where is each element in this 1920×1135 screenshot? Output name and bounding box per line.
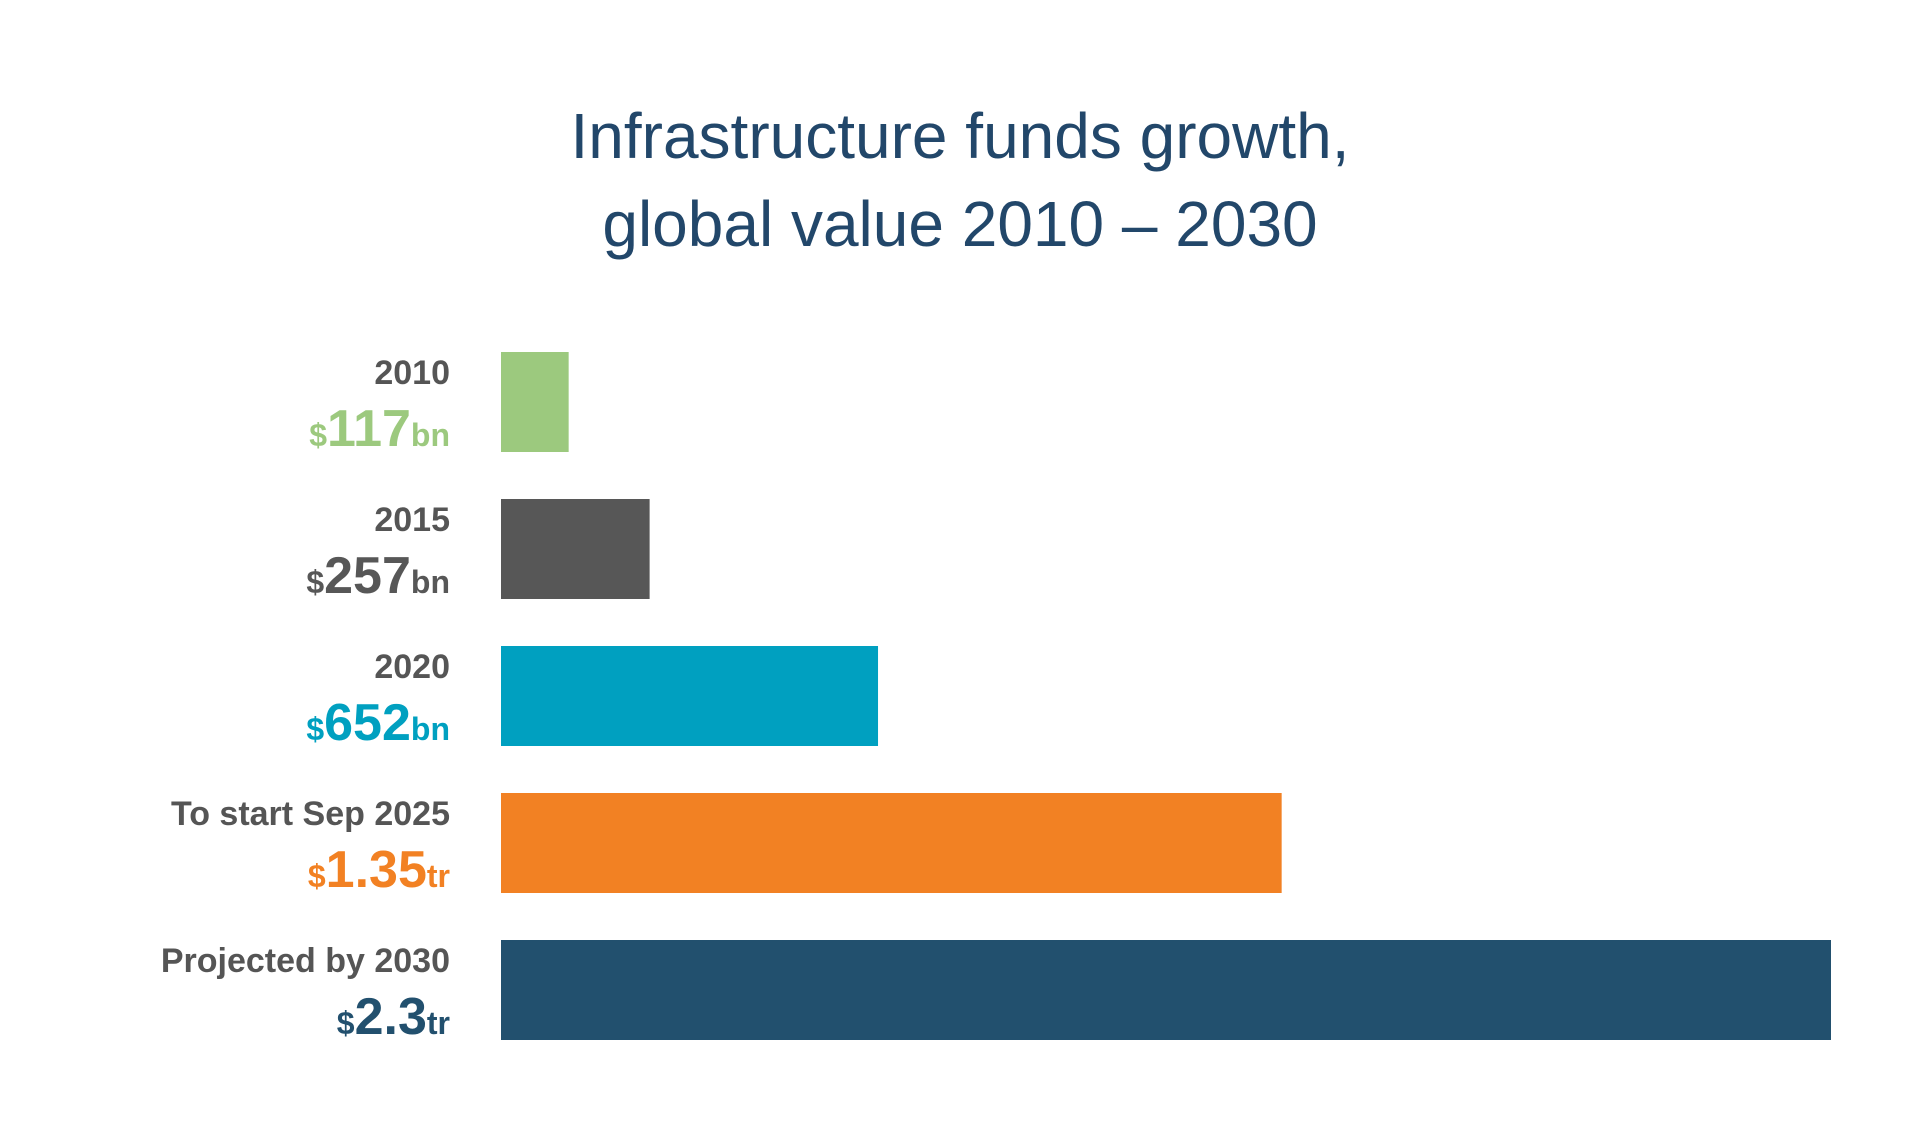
value-label: $652bn bbox=[306, 694, 450, 752]
bar bbox=[501, 940, 1831, 1040]
chart-title: Infrastructure funds growth, bbox=[570, 100, 1349, 172]
category-label: 2015 bbox=[374, 501, 450, 539]
bar bbox=[501, 646, 879, 746]
bar bbox=[501, 793, 1282, 893]
value-label: $1.35tr bbox=[308, 841, 450, 899]
value-label: $257bn bbox=[306, 547, 450, 605]
value-label: $117bn bbox=[309, 400, 450, 458]
chart-title: global value 2010 – 2030 bbox=[602, 188, 1317, 260]
value-label: $2.3tr bbox=[337, 988, 450, 1046]
category-label: Projected by 2030 bbox=[161, 942, 450, 980]
category-label: To start Sep 2025 bbox=[171, 795, 450, 833]
bar bbox=[501, 499, 650, 599]
category-label: 2020 bbox=[374, 648, 450, 686]
bar bbox=[501, 352, 569, 452]
category-label: 2010 bbox=[374, 354, 450, 392]
